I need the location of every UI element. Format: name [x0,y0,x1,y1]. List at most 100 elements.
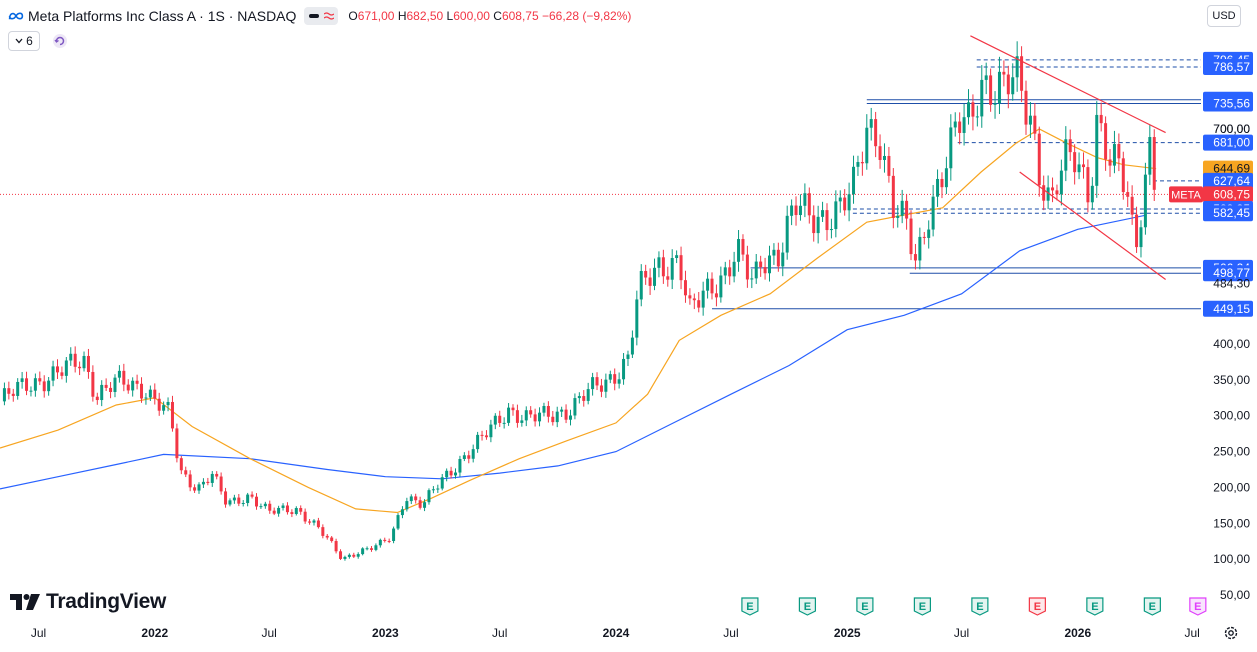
candle-body [131,380,135,391]
earnings-icon[interactable] [1189,597,1207,616]
candle-body [78,366,82,369]
candle-body [608,374,612,380]
candle-body [82,355,86,369]
earnings-icon[interactable] [971,597,989,616]
candle-body [325,535,329,538]
candle-body [122,370,126,385]
meta-logo-icon [8,12,24,20]
candle-body [387,540,391,542]
tradingview-logo: TradingView [10,590,166,614]
candle-body [64,360,68,376]
earnings-icon-label: E [804,601,811,613]
earnings-icon[interactable] [798,597,817,616]
candle-body [1077,164,1081,173]
candle-body [683,280,687,296]
candle-body [1011,77,1015,95]
candle-body [630,337,634,355]
candle-body [1068,139,1072,153]
candle-body [882,155,886,160]
status-pill[interactable] [304,7,339,25]
candle-body [316,520,320,528]
currency-selector-button[interactable]: USD [1207,5,1241,27]
change-value: −66,28 (−9,82%) [541,9,632,23]
earnings-icon-label: E [861,601,868,613]
candle-body [984,75,988,80]
candle-body [1112,144,1116,166]
candle-body [644,270,648,278]
candle-body [772,249,776,256]
y-axis-tick-label: 700,00 [1213,122,1250,136]
candle-body [962,117,966,133]
price-label-tag [1203,265,1253,282]
candle-body [1073,152,1077,173]
gear-icon[interactable] [1223,625,1239,641]
tradingview-logo-text: TradingView [46,590,167,613]
candle-body [595,377,599,386]
candle-body [1081,164,1085,168]
candle-body [997,71,1001,104]
candle-body [803,193,807,206]
candle-body [157,398,161,411]
candle-body [449,470,453,476]
candle-body [263,503,267,507]
candle-body [493,415,497,425]
candle-body [365,548,369,550]
x-axis-tick-label: Jul [723,626,738,640]
candle-body [219,476,223,492]
x-axis-tick-label: 2024 [603,626,630,640]
price-label-text: 735,56 [1213,97,1250,111]
symbol-title[interactable]: Meta Platforms Inc Class A · 1S · NASDAQ [28,8,297,24]
earnings-icon-label: E [1034,601,1041,613]
candle-body [1042,185,1046,201]
candle-body [476,434,480,450]
candle-body [891,175,895,218]
candle-body [396,515,400,529]
x-axis-tick-label: 2023 [372,626,399,640]
trendline[interactable] [1019,171,1166,280]
candle-body [1002,71,1006,75]
legend-header: Meta Platforms Inc Class A · 1S · NASDAQ… [8,6,631,26]
candle-body [922,236,926,238]
candle-body [140,383,144,399]
candle-body [117,370,121,378]
candle-body [825,210,829,231]
candle-body [1121,158,1125,193]
open-label: O [348,9,358,23]
earnings-icon[interactable] [741,597,759,616]
indicator-row: 6 [8,31,68,51]
candle-body [807,193,811,216]
candle-body [538,412,542,422]
candle-body [878,146,882,160]
earnings-icon[interactable] [1143,597,1161,616]
refresh-icon[interactable] [52,33,68,49]
candle-body [179,458,183,471]
candle-body [153,389,157,399]
candle-body [369,548,373,550]
candle-body [821,210,825,217]
candle-body [847,194,851,211]
candle-body [484,435,488,438]
candle-body [100,384,104,401]
candle-body [586,389,590,401]
candle-body [993,103,997,105]
candle-body [409,496,413,502]
candle-body [1086,167,1090,203]
candle-body [436,488,440,490]
trendline[interactable] [970,35,1166,134]
earnings-icon[interactable] [913,597,931,616]
x-axis-tick-label: Jul [31,626,46,640]
candle-body [551,416,555,423]
candle-body [767,255,771,274]
indicators-toggle-button[interactable]: 6 [8,31,40,51]
earnings-icon[interactable] [856,597,874,616]
earnings-icon[interactable] [1086,597,1104,616]
candle-body [60,372,64,376]
candle-body [414,496,418,501]
earnings-icon[interactable] [1028,597,1046,616]
candle-body [299,508,303,512]
candle-body [617,379,621,384]
candle-body [259,506,263,508]
candle-body [958,121,962,133]
